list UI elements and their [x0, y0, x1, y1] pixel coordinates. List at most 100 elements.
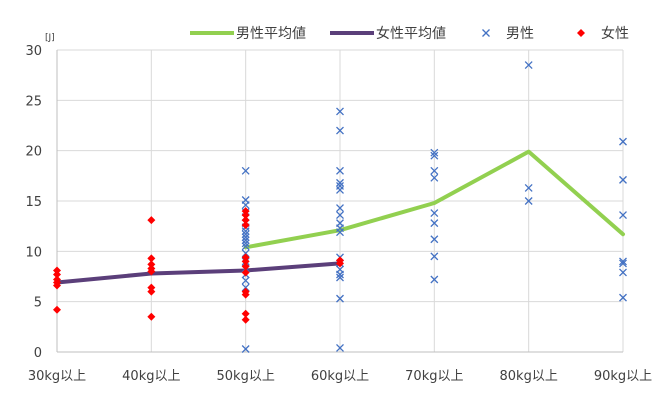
male-point-stroke: [619, 293, 627, 302]
male-point-stroke: [430, 151, 439, 160]
male-point-stroke: [524, 183, 533, 192]
male-point: [241, 249, 250, 258]
male-point-stroke: [241, 230, 250, 239]
female-point: [241, 216, 250, 225]
male-point: [336, 228, 344, 237]
female-point: [53, 305, 61, 314]
male-point-stroke: [336, 228, 344, 237]
male-point-stroke: [241, 283, 250, 292]
x-tick-label: 70kg以上: [405, 369, 463, 384]
female_avg-line: [55, 261, 342, 285]
female-point: [241, 207, 250, 216]
male-point: [619, 257, 627, 266]
female-point: [147, 287, 156, 296]
male-point: [430, 166, 439, 175]
male-point-stroke: [430, 275, 439, 284]
male-point-stroke: [619, 175, 627, 184]
y-tick-label: 5: [34, 296, 42, 311]
male-point: [430, 219, 439, 228]
male-point: [430, 209, 439, 218]
axes: [56, 50, 623, 353]
female-point: [241, 290, 250, 299]
male-point-stroke: [241, 249, 250, 258]
male-point: [241, 236, 250, 245]
male-point-stroke: [336, 273, 344, 282]
legend-item-male: 男性: [482, 26, 534, 42]
x-tick-label: 30kg以上: [28, 369, 86, 384]
tick-labels: 0 5 10 15 20 25 30 30kg以上 40kg以上 50kg以上 60kg以上 70kg…: [25, 33, 652, 384]
male-point-stroke: [241, 236, 250, 245]
y-tick-label: 30: [25, 44, 42, 59]
male-point: [619, 293, 627, 302]
male-point-stroke: [241, 276, 250, 285]
legend-label-male: 男性: [506, 26, 534, 42]
female-point: [241, 309, 250, 318]
male-point-stroke: [430, 219, 439, 228]
male-point: [336, 344, 344, 352]
male-point: [241, 227, 250, 236]
legend-swatch-female: [577, 29, 585, 37]
gridlines: [57, 49, 624, 352]
male-point: [336, 166, 344, 175]
male-point: [241, 166, 250, 175]
female-point: [53, 266, 61, 275]
y-tick-label: 15: [25, 195, 42, 210]
male-point-stroke: [524, 197, 533, 205]
female-point: [147, 267, 156, 276]
male-point-stroke: [336, 344, 344, 352]
x-tick-label: 80kg以上: [500, 369, 558, 384]
female-point: [241, 262, 250, 271]
female-point: [147, 260, 156, 269]
male-point-stroke: [241, 242, 250, 251]
female-point: [53, 270, 61, 279]
male-point: [524, 61, 533, 70]
female-point: [241, 221, 250, 230]
male-point: [430, 151, 439, 160]
male-point-stroke: [619, 259, 627, 268]
male-point-stroke: [241, 166, 250, 175]
female-point: [53, 281, 61, 290]
male-point: [336, 211, 344, 220]
y-tick-label: 20: [25, 145, 42, 160]
male-point: [619, 137, 627, 146]
female-point: [241, 315, 250, 324]
male_avg-line: [243, 149, 625, 250]
y-tick-label: 25: [25, 94, 42, 109]
female-point: [147, 254, 156, 263]
male-point: [241, 201, 250, 209]
male-point-stroke: [336, 270, 344, 279]
y-tick-label: 10: [25, 245, 42, 260]
male-point: [241, 276, 250, 285]
female-point: [147, 216, 156, 225]
male-point: [619, 268, 627, 277]
male-point: [241, 283, 250, 292]
x-tick-label: 60kg以上: [311, 369, 369, 384]
male-point-stroke: [524, 61, 533, 70]
female-point: [241, 253, 250, 262]
male-point-stroke: [619, 257, 627, 266]
male-point-stroke: [336, 185, 344, 194]
x-tick-label: 90kg以上: [594, 369, 652, 384]
male-point: [241, 239, 250, 248]
male-point: [336, 204, 344, 213]
male-point-stroke: [619, 211, 627, 220]
female-point: [241, 268, 250, 277]
male-point: [241, 230, 250, 239]
male-point: [619, 259, 627, 268]
legend-label-female_avg: 女性平均値: [376, 25, 446, 42]
male-point-stroke: [430, 235, 439, 244]
male-point-stroke: [336, 211, 344, 220]
male-point-stroke: [336, 204, 344, 213]
legend-label-female: 女性: [601, 25, 629, 42]
y-tick-label: 0: [34, 346, 42, 361]
male-point-stroke: [336, 107, 344, 116]
female-point: [241, 211, 250, 220]
female-point: [241, 257, 250, 266]
male-point-stroke: [336, 166, 344, 175]
male-point: [430, 148, 439, 157]
male-point: [241, 345, 250, 353]
male-point-stroke: [430, 252, 439, 261]
male-point-stroke: [241, 201, 250, 209]
